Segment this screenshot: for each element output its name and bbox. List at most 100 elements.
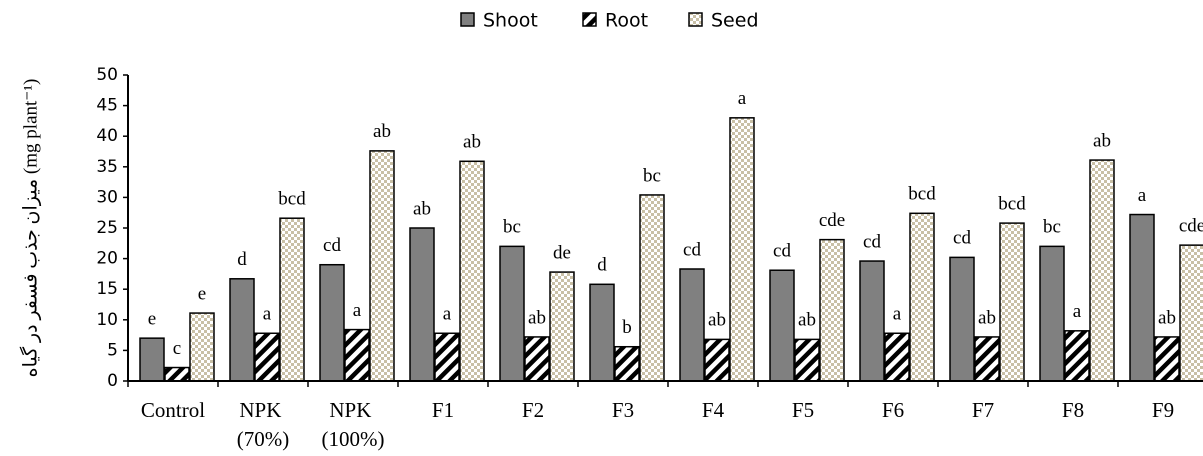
- significance-letter: cd: [323, 235, 341, 256]
- x-tick-label-line: (70%): [237, 427, 289, 451]
- bar: [459, 160, 485, 382]
- significance-letter: e: [198, 283, 206, 304]
- bar: [679, 268, 705, 382]
- significance-letter: d: [237, 249, 247, 270]
- bar: [369, 150, 395, 382]
- bar: [164, 366, 190, 382]
- bar: [909, 212, 935, 382]
- bar: [549, 271, 575, 382]
- x-tick-label: Control: [141, 398, 205, 422]
- significance-letter: cd: [773, 241, 791, 262]
- bar: [1064, 330, 1090, 382]
- legend-label: Shoot: [483, 10, 538, 32]
- significance-letter: bcd: [998, 193, 1026, 214]
- significance-letter: ab: [978, 307, 996, 328]
- y-tick-label: 35: [96, 157, 118, 177]
- legend-swatch: [582, 12, 597, 27]
- significance-letter: ab: [528, 307, 546, 328]
- bar: [794, 338, 820, 382]
- bar: [1154, 336, 1180, 382]
- bar: [704, 338, 730, 382]
- bar: [859, 260, 885, 382]
- significance-letter: cd: [683, 239, 701, 260]
- bar: [409, 227, 435, 382]
- y-tick-label: 50: [96, 65, 118, 85]
- significance-letter: cde: [1179, 215, 1203, 236]
- significance-letter: ab: [373, 121, 391, 142]
- significance-letter: a: [443, 304, 452, 325]
- bar: [949, 256, 975, 382]
- significance-letter: bc: [1043, 217, 1061, 238]
- significance-letter: bcd: [278, 189, 306, 210]
- significance-letter: bcd: [908, 184, 936, 205]
- bar: [279, 217, 305, 382]
- y-tick-label: 15: [96, 279, 118, 299]
- y-axis-label: میزان جذب فسفر در گیاه (mg plant⁻¹): [18, 79, 41, 378]
- x-tick-label: F2: [522, 398, 544, 422]
- bar: [589, 283, 615, 382]
- significance-letter: ab: [463, 132, 481, 153]
- y-tick-label: 0: [107, 371, 118, 391]
- y-tick-label: 20: [96, 249, 118, 269]
- x-tick-label: F6: [882, 398, 904, 422]
- bar: [1129, 213, 1155, 382]
- significance-letter: e: [148, 309, 156, 330]
- significance-letter: a: [1138, 185, 1147, 206]
- bar: [1039, 245, 1065, 382]
- significance-letter: a: [738, 88, 747, 109]
- significance-letter: ab: [413, 198, 431, 219]
- significance-letter: a: [353, 300, 362, 321]
- bar: [189, 312, 215, 382]
- bar: [344, 328, 370, 382]
- y-tick-label: 25: [96, 218, 118, 238]
- legend-swatch: [688, 12, 703, 27]
- y-tick-label: 40: [96, 126, 118, 146]
- y-tick-label: 5: [107, 340, 118, 360]
- bar: [769, 269, 795, 382]
- x-tick-label: F7: [972, 398, 994, 422]
- significance-letter: ab: [708, 310, 726, 331]
- x-tick-label-line: NPK: [329, 398, 376, 422]
- bar: [639, 194, 665, 382]
- x-tick-label-line: (100%): [322, 427, 385, 451]
- significance-letter: ab: [1093, 130, 1111, 151]
- significance-letter: d: [597, 255, 607, 276]
- legend-swatch: [460, 12, 475, 27]
- bar: [974, 336, 1000, 382]
- x-tick-label: NPK (70%): [237, 398, 289, 451]
- significance-letter: c: [173, 338, 181, 359]
- significance-letter: ab: [798, 310, 816, 331]
- significance-letter: cd: [953, 228, 971, 249]
- significance-letter: cd: [863, 231, 881, 252]
- y-tick-label: 45: [96, 96, 118, 116]
- significance-letter: b: [622, 317, 632, 338]
- y-tick-label: 10: [96, 310, 118, 330]
- significance-letter: a: [893, 304, 902, 325]
- significance-letter: a: [1073, 301, 1082, 322]
- bar: [999, 222, 1025, 382]
- bar: [729, 117, 755, 382]
- x-tick-label: F1: [432, 398, 454, 422]
- bar: [1089, 159, 1115, 382]
- bar: [434, 332, 460, 382]
- bar: [499, 245, 525, 382]
- bar: [139, 337, 165, 382]
- bar: [319, 263, 345, 382]
- significance-letter: a: [263, 304, 272, 325]
- x-tick-label: F4: [702, 398, 725, 422]
- significance-letter: ab: [1158, 307, 1176, 328]
- x-tick-label-line: NPK: [239, 398, 286, 422]
- bar: [229, 278, 255, 382]
- bar: [884, 332, 910, 382]
- legend-label: Root: [605, 10, 648, 32]
- significance-letter: bc: [643, 165, 661, 186]
- bar: [254, 332, 280, 382]
- x-tick-label: F3: [612, 398, 634, 422]
- x-tick-label: F5: [792, 398, 814, 422]
- x-tick-label: F9: [1152, 398, 1174, 422]
- significance-letter: cde: [819, 210, 845, 231]
- y-tick-label: 30: [96, 187, 118, 207]
- x-tick-label: NPK (100%): [322, 398, 385, 451]
- significance-letter: bc: [503, 217, 521, 238]
